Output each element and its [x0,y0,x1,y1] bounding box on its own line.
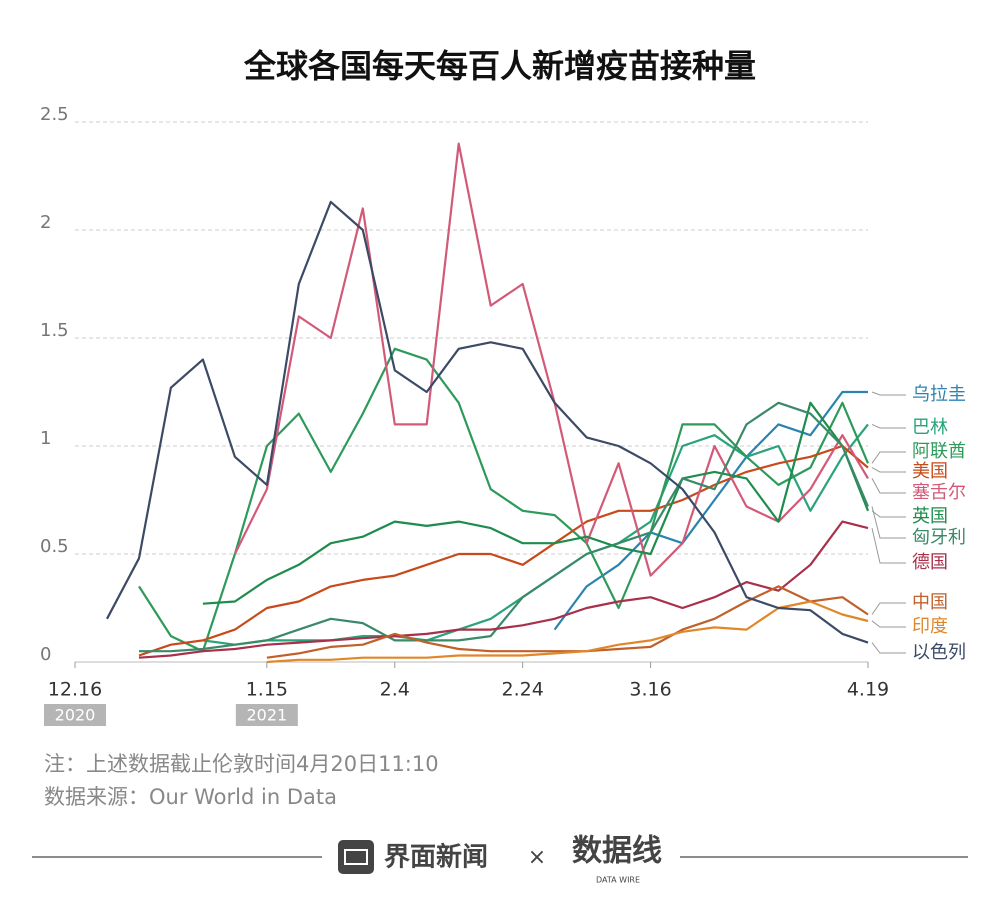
chart-title: 全球各国每天每百人新增疫苗接种量 [243,47,756,85]
legend-leader [871,423,906,429]
source: 数据来源：Our World in Data [44,785,337,809]
legend-label: 中国 [912,592,948,613]
legend-label: 英国 [912,506,948,527]
legend-label: 以色列 [912,642,966,663]
y-tick-label: 0.5 [40,536,69,557]
series-line [139,401,870,653]
partner-sub: DATA WIRE [596,876,640,885]
legend-leader [871,642,906,654]
x-tick-label: 2.4 [380,679,410,701]
y-tick-label: 0 [40,644,51,665]
brand-icon-inner [344,849,368,865]
legend-leader [871,527,906,564]
series-line [138,444,869,657]
series-line [106,200,869,644]
series-line [233,142,869,577]
legend-label: 巴林 [912,417,948,438]
partner: 数据线 [572,834,662,869]
series-line [266,600,869,664]
legend-leader [871,451,906,464]
legend-leader [871,506,906,539]
year-box [235,704,298,726]
legend-label: 乌拉圭 [912,384,966,405]
x-tick-label: 4.19 [847,679,889,701]
legend-leader [871,467,906,473]
legend-label: 阿联酋 [912,441,966,462]
y-tick-label: 2 [40,212,51,233]
series-line [138,347,870,653]
legend-leader [871,620,906,628]
legend-label: 德国 [912,552,948,573]
y-tick-label: 2.5 [40,104,69,125]
x-tick-label: 1.15 [246,679,288,701]
year-label: 2020 [55,706,96,725]
series-line [202,423,869,646]
series-line [138,520,869,659]
x-tick-label: 3.16 [629,679,671,701]
legend-label: 印度 [912,616,948,637]
legend-leader [871,478,906,494]
legend-label: 塞舌尔 [912,482,966,503]
legend-label: 匈牙利 [912,527,966,548]
legend-leader [871,391,906,396]
series-line [553,390,868,631]
year-label: 2021 [246,706,287,725]
times-sign: × [528,845,546,870]
legend-leader [871,510,906,518]
brand: 界面新闻 [384,842,488,873]
series-line [202,401,870,605]
x-tick-label: 12.16 [48,679,102,701]
x-tick-label: 2.24 [502,679,544,701]
legend-leader [871,602,906,615]
y-tick-label: 1 [40,428,51,449]
note: 注：上述数据截止伦敦时间4月20日11:10 [44,752,439,776]
y-tick-label: 1.5 [40,320,69,341]
year-box [44,704,106,726]
brand-icon [338,840,374,874]
legend-label: 美国 [912,461,948,482]
